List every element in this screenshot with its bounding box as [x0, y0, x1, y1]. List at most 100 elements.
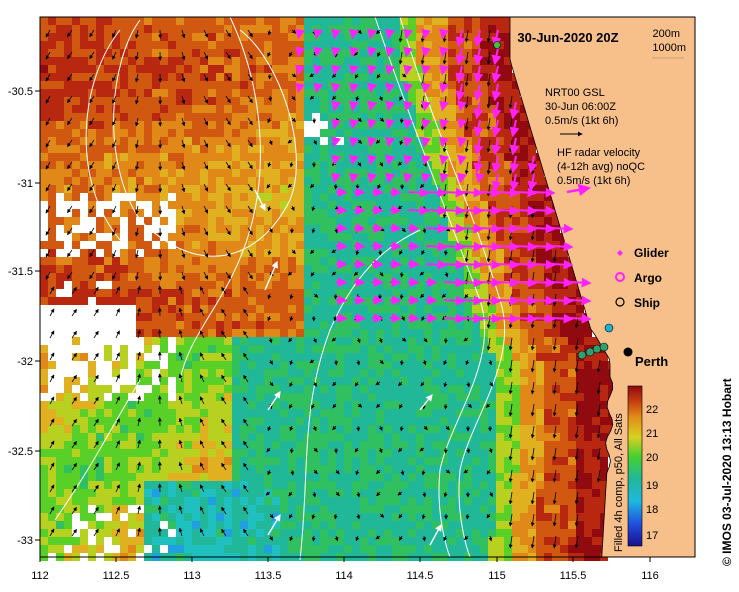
sst-cell: [72, 73, 80, 81]
sst-cell: [384, 417, 392, 425]
sst-cell: [456, 305, 464, 313]
current-vector: [137, 417, 141, 427]
sst-cell: [296, 417, 304, 425]
sst-cell: [376, 33, 384, 41]
current-vector: [67, 271, 73, 280]
sst-cell: [232, 433, 240, 441]
current-vector: [333, 183, 338, 190]
sst-cell: [512, 369, 520, 377]
sst-cell: [128, 209, 136, 217]
sst-cell: [592, 377, 600, 385]
sst-cell: [416, 57, 424, 65]
sst-cell: [360, 465, 368, 473]
sst-cell: [400, 505, 408, 513]
sst-cell: [136, 377, 144, 385]
sst-cell: [376, 233, 384, 241]
sst-cell: [128, 345, 136, 353]
current-vector: [247, 73, 253, 82]
sst-cell: [328, 305, 336, 313]
sst-cell: [360, 329, 368, 337]
sst-cell: [384, 457, 392, 465]
sst-cell: [432, 201, 440, 209]
sst-cell: [456, 129, 464, 137]
sst-cell: [128, 41, 136, 49]
sst-cell: [272, 105, 280, 113]
current-vector: [289, 293, 294, 300]
sst-cell: [344, 177, 352, 185]
sst-cell: [368, 305, 376, 313]
current-vector: [112, 117, 117, 126]
current-vector: [93, 374, 99, 383]
sst-cell: [184, 105, 192, 113]
sst-cell: [432, 433, 440, 441]
sst-cell: [48, 377, 56, 385]
sst-cell: [400, 393, 408, 401]
sst-cell: [384, 289, 392, 297]
sst-cell: [272, 441, 280, 449]
sst-cell: [184, 17, 192, 25]
current-vector: [71, 396, 77, 405]
sst-cell: [288, 137, 296, 145]
sst-cell: [536, 313, 544, 321]
sst-cell: [432, 193, 440, 201]
sst-cell: [168, 137, 176, 145]
sst-cell: [304, 145, 312, 153]
sst-cell: [160, 97, 168, 105]
sst-cell: [400, 241, 408, 249]
sst-cell: [440, 393, 448, 401]
sst-cell: [296, 241, 304, 249]
sst-cell: [200, 497, 208, 505]
sst-cell: [448, 513, 456, 521]
sst-cell: [448, 369, 456, 377]
sst-cell: [72, 25, 80, 33]
sst-cell: [160, 401, 168, 409]
sst-cell: [376, 113, 384, 121]
sst-cell: [472, 321, 480, 329]
sst-cell: [320, 377, 328, 385]
sst-cell: [176, 129, 184, 137]
sst-cell: [464, 521, 472, 529]
sst-cell: [184, 209, 192, 217]
sst-cell: [80, 369, 88, 377]
sst-cell: [56, 145, 64, 153]
sst-cell: [528, 457, 536, 465]
sst-cell: [448, 57, 456, 65]
sst-cell: [168, 433, 176, 441]
sst-cell: [544, 265, 552, 273]
sst-cell: [160, 65, 168, 73]
current-vector: [45, 271, 51, 280]
sst-cell: [416, 449, 424, 457]
sst-cell: [184, 465, 192, 473]
sst-cell: [112, 385, 120, 393]
sst-cell: [336, 121, 344, 129]
sst-cell: [504, 41, 512, 49]
sst-cell: [152, 225, 160, 233]
sst-cell: [448, 545, 456, 553]
sst-cell: [328, 273, 336, 281]
sst-cell: [280, 209, 288, 217]
sst-cell: [248, 57, 256, 65]
sst-cell: [344, 49, 352, 57]
sst-cell: [208, 233, 216, 241]
sst-cell: [440, 41, 448, 49]
sst-cell: [376, 377, 384, 385]
sst-cell: [496, 137, 504, 145]
current-vector: [115, 308, 120, 317]
sst-cell: [584, 353, 592, 361]
sst-cell: [456, 441, 464, 449]
sst-cell: [392, 249, 400, 257]
sst-cell: [112, 33, 120, 41]
sst-cell: [56, 441, 64, 449]
sst-cell: [504, 25, 512, 33]
current-vector: [331, 249, 337, 254]
current-vector: [247, 227, 253, 236]
sst-cell: [208, 433, 216, 441]
sst-cell: [416, 33, 424, 41]
sst-cell: [64, 353, 72, 361]
current-vector: [399, 117, 404, 124]
sst-cell: [248, 489, 256, 497]
sst-cell: [360, 537, 368, 545]
sst-cell: [360, 153, 368, 161]
sst-cell: [448, 465, 456, 473]
sst-cell: [40, 481, 48, 489]
